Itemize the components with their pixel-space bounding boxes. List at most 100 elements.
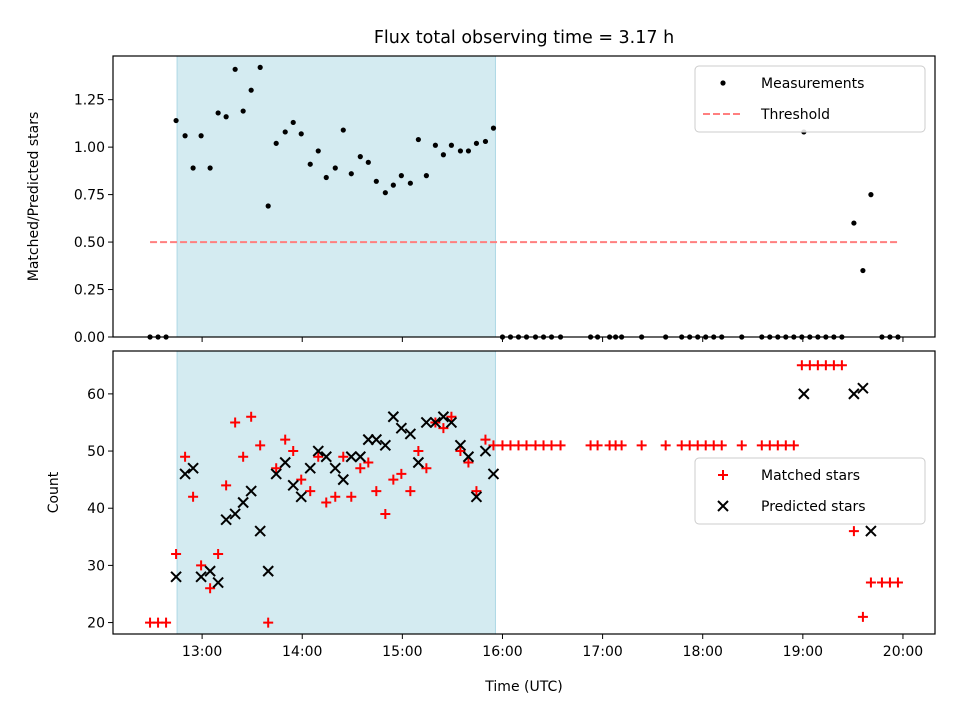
data-point xyxy=(437,411,450,423)
bottom-panel: 20 30 40 50 60 13:00 14:00 15:00 16:00 17:00 18:00… xyxy=(46,350,936,660)
data-point xyxy=(448,142,455,148)
y-tick-label: 0.50 xyxy=(74,235,105,251)
data-point xyxy=(355,463,366,474)
data-point xyxy=(848,388,860,400)
data-point xyxy=(365,159,371,165)
data-point xyxy=(296,474,307,485)
data-point xyxy=(346,491,357,502)
data-point xyxy=(220,513,232,526)
data-point xyxy=(254,525,266,537)
data-point xyxy=(245,485,257,497)
legend-label: Measurements xyxy=(761,76,864,92)
x-tick-label: 19:00 xyxy=(783,644,823,660)
data-point xyxy=(238,451,249,462)
data-point xyxy=(182,133,188,139)
data-point xyxy=(836,360,847,371)
data-point xyxy=(363,457,374,468)
data-point xyxy=(470,491,483,503)
data-point xyxy=(262,565,274,577)
data-point xyxy=(415,136,421,143)
x-tick-label: 20:00 xyxy=(883,644,923,660)
data-point xyxy=(398,173,404,179)
y-tick-label: 30 xyxy=(87,558,105,574)
data-point xyxy=(660,440,671,451)
legend-label: Threshold xyxy=(760,107,830,123)
data-point xyxy=(420,416,433,429)
data-point xyxy=(212,576,224,589)
data-point xyxy=(860,267,866,274)
data-point xyxy=(865,577,876,588)
x-tick-label: 14:00 xyxy=(282,644,322,660)
data-point xyxy=(271,463,282,474)
top-panel: 0.00 0.25 0.50 0.75 1.00 1.25 Matched/Predicte… xyxy=(26,55,936,346)
observing-span xyxy=(176,350,496,635)
data-point xyxy=(465,148,472,154)
series-matched-stars xyxy=(145,360,903,628)
legend: Matched stars Predicted stars xyxy=(694,457,926,525)
data-point xyxy=(187,462,199,474)
data-point xyxy=(321,497,332,508)
legend-box xyxy=(694,65,926,133)
observing-span xyxy=(176,55,496,338)
data-point xyxy=(246,411,257,422)
legend-marker xyxy=(718,470,728,480)
data-point xyxy=(407,180,413,186)
data-point xyxy=(473,140,480,146)
data-point xyxy=(282,129,288,135)
data-point xyxy=(280,434,291,445)
y-axis-label: Matched/Predicted stars xyxy=(26,112,42,282)
data-point xyxy=(180,451,191,462)
data-point xyxy=(438,423,449,434)
data-point xyxy=(429,416,442,429)
data-point xyxy=(471,486,482,497)
data-point xyxy=(404,428,417,440)
data-point xyxy=(380,508,391,519)
data-point xyxy=(382,190,388,196)
y-tick-label: 20 xyxy=(87,616,105,632)
data-point xyxy=(304,462,316,474)
data-point xyxy=(546,440,557,451)
data-point xyxy=(312,445,324,457)
data-point xyxy=(454,439,467,452)
data-point xyxy=(462,451,475,463)
series-predicted-stars xyxy=(170,382,877,589)
data-point xyxy=(455,446,466,457)
data-point xyxy=(323,174,329,181)
data-point xyxy=(313,451,324,462)
data-point xyxy=(788,440,799,451)
data-point xyxy=(204,565,216,577)
data-point xyxy=(482,138,489,145)
data-point xyxy=(373,178,379,184)
y-tick-label: 1.00 xyxy=(74,140,105,156)
data-point xyxy=(440,152,447,158)
data-point xyxy=(223,114,229,120)
data-point xyxy=(190,165,196,171)
data-point xyxy=(329,462,341,474)
axes-frame xyxy=(112,55,936,338)
data-point xyxy=(463,457,474,468)
y-tick-label: 60 xyxy=(87,387,105,403)
data-point xyxy=(457,148,464,154)
data-point xyxy=(446,411,457,422)
data-point xyxy=(290,119,296,126)
data-point xyxy=(248,87,254,93)
data-point xyxy=(395,422,408,434)
data-point xyxy=(221,480,232,491)
data-point xyxy=(320,451,332,463)
x-tick-label: 18:00 xyxy=(683,644,723,660)
data-point xyxy=(173,117,179,124)
data-point xyxy=(636,440,647,451)
data-point xyxy=(240,108,246,114)
data-point xyxy=(230,417,241,428)
data-point xyxy=(370,433,383,446)
data-point xyxy=(354,451,367,463)
data-point xyxy=(592,440,603,451)
x-tick-label: 13:00 xyxy=(182,644,222,660)
data-point xyxy=(371,486,382,497)
x-tick-label: 15:00 xyxy=(382,644,422,660)
data-point xyxy=(237,496,249,509)
data-point xyxy=(265,203,271,209)
data-point xyxy=(857,611,868,622)
x-axis-label: Time (UTC) xyxy=(484,679,562,695)
